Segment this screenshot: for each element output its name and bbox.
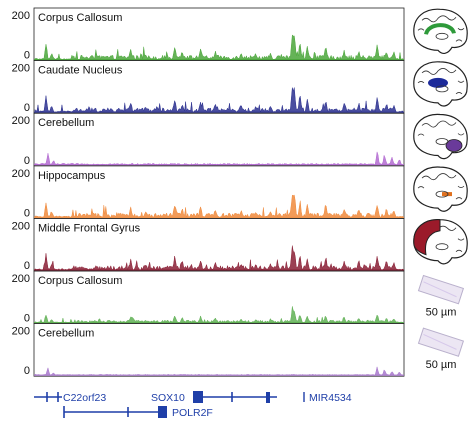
coverage-track: 200 0 Cerebellum [12,112,405,167]
coverage-track: 200 0 Corpus Callosum [12,270,405,325]
y-tick-label-200: 200 [12,115,30,127]
region-icons: 50 µm 50 µm [413,8,468,371]
coverage-track: 200 0 Middle Frontal Gyrus [12,217,405,272]
coverage-signal [34,366,404,376]
y-tick-label-200: 200 [12,168,30,180]
gene-sox10-exon-end [266,392,270,403]
track-title: Cerebellum [38,117,94,129]
gene-label-sox10: SOX10 [151,392,185,404]
y-tick-label-200: 200 [12,63,30,75]
tissue-slide-icon [417,274,465,305]
gene-polr2f-exon-block [158,406,167,418]
y-tick-label-200: 200 [12,10,30,22]
track-title: Middle Frontal Gyrus [38,222,141,234]
coverage-signal [34,87,404,114]
track-title: Cerebellum [38,328,94,340]
brain-corpus-callosum-icon [413,8,468,54]
coverage-signal [34,151,404,166]
gene-label-polr2f: POLR2F [172,407,213,419]
y-tick-label-200: 200 [12,326,30,338]
y-tick-label-0: 0 [24,207,30,219]
y-tick-label-0: 0 [24,50,30,62]
gene-sox10-exon-block [193,391,203,403]
brain-cerebellum-icon [413,113,468,160]
y-tick-label-0: 0 [24,313,30,325]
scale-bar-label: 50 µm [426,306,457,318]
coverage-track: 200 0 Corpus Callosum [12,7,405,62]
coverage-track: 200 0 Cerebellum [12,323,405,377]
coverage-signal [34,306,404,324]
coverage-signal [34,34,404,61]
track-title: Hippocampus [38,170,106,182]
y-tick-label-0: 0 [24,155,30,167]
y-tick-label-0: 0 [24,102,30,114]
brain-middle-frontal-gyrus-icon [413,219,468,265]
coverage-track: 200 0 Hippocampus [12,165,405,219]
track-frame [33,323,405,377]
gene-label-mir4534: MIR4534 [309,392,352,404]
coverage-signal [34,245,404,271]
coverage-signal [34,194,404,219]
gene-label-c22orf23: C22orf23 [63,392,106,404]
y-tick-label-200: 200 [12,220,30,232]
brain-caudate-nucleus-icon [413,61,468,107]
scale-bar-label: 50 µm [426,359,457,371]
y-tick-label-0: 0 [24,260,30,272]
track-title: Caudate Nucleus [38,65,123,77]
brain-hippocampus-icon [413,166,468,212]
y-tick-label-0: 0 [24,365,30,377]
coverage-track: 200 0 Caudate Nucleus [12,60,405,114]
tissue-slide-icon [417,327,465,357]
track-title: Corpus Callosum [38,275,122,287]
track-title: Corpus Callosum [38,12,122,24]
gene-annotation-track: C22orf23 SOX10 MIR4534 POLR2F [34,391,352,419]
y-tick-label-200: 200 [12,273,30,285]
